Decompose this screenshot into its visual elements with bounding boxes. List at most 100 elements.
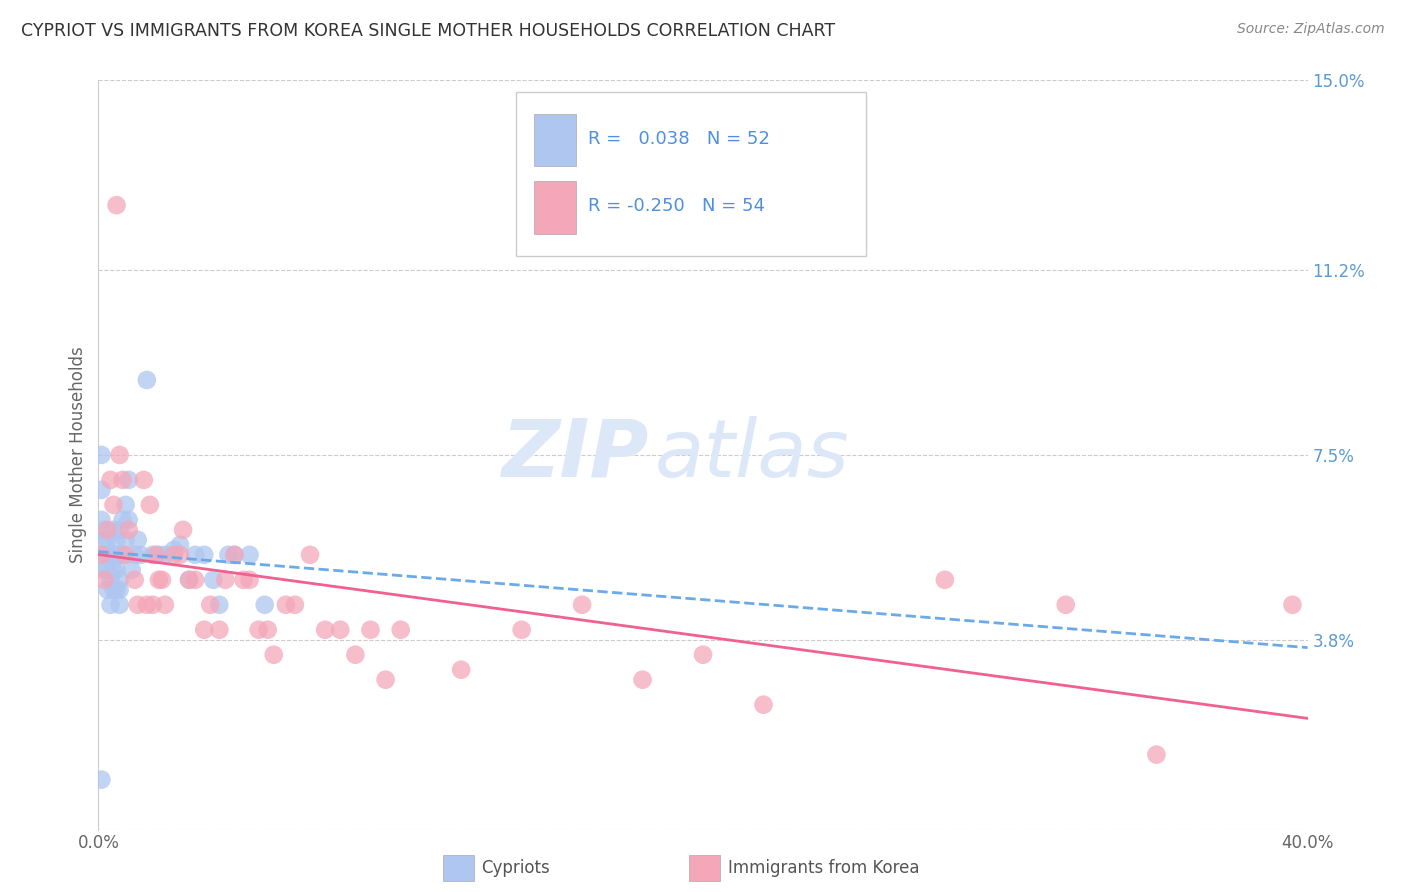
Point bbox=[96, 523, 118, 537]
Point bbox=[193, 548, 215, 562]
Point bbox=[263, 648, 285, 662]
Point bbox=[163, 542, 186, 557]
Point bbox=[108, 548, 131, 562]
Point bbox=[103, 498, 125, 512]
Point bbox=[329, 623, 352, 637]
Point bbox=[96, 563, 118, 577]
Point bbox=[100, 598, 122, 612]
Point bbox=[93, 563, 115, 577]
Y-axis label: Single Mother Households: Single Mother Households bbox=[69, 347, 87, 563]
Text: CYPRIOT VS IMMIGRANTS FROM KOREA SINGLE MOTHER HOUSEHOLDS CORRELATION CHART: CYPRIOT VS IMMIGRANTS FROM KOREA SINGLE … bbox=[21, 22, 835, 40]
Point bbox=[108, 448, 131, 462]
Point bbox=[224, 548, 246, 562]
Point bbox=[118, 473, 141, 487]
Point bbox=[135, 373, 157, 387]
Point bbox=[114, 533, 136, 547]
Point bbox=[193, 623, 215, 637]
Point bbox=[214, 573, 236, 587]
Point bbox=[184, 548, 207, 562]
Text: R = -0.250   N = 54: R = -0.250 N = 54 bbox=[588, 197, 765, 215]
Point bbox=[90, 548, 112, 562]
Point bbox=[93, 533, 115, 547]
Point bbox=[129, 548, 152, 562]
FancyBboxPatch shape bbox=[534, 181, 576, 234]
Point bbox=[179, 573, 201, 587]
Point bbox=[1144, 747, 1167, 762]
Point bbox=[299, 548, 322, 562]
Point bbox=[96, 548, 118, 562]
Point bbox=[1054, 598, 1077, 612]
Text: Immigrants from Korea: Immigrants from Korea bbox=[728, 859, 920, 877]
Point bbox=[217, 548, 239, 562]
Point bbox=[90, 483, 112, 497]
Point bbox=[90, 448, 112, 462]
Point bbox=[108, 598, 131, 612]
Point bbox=[108, 582, 131, 597]
Point bbox=[934, 573, 956, 587]
Point bbox=[274, 598, 297, 612]
Point bbox=[135, 598, 157, 612]
Point bbox=[142, 548, 165, 562]
Point bbox=[93, 523, 115, 537]
Point bbox=[105, 533, 128, 547]
Point bbox=[100, 548, 122, 562]
Text: ZIP: ZIP bbox=[501, 416, 648, 494]
Point bbox=[153, 548, 176, 562]
Point bbox=[510, 623, 533, 637]
Point bbox=[93, 573, 115, 587]
Point bbox=[121, 563, 143, 577]
Point bbox=[108, 573, 131, 587]
Point bbox=[105, 563, 128, 577]
Point bbox=[103, 563, 125, 577]
Point bbox=[124, 548, 146, 562]
Point bbox=[90, 772, 112, 787]
Point bbox=[239, 548, 262, 562]
Point bbox=[184, 573, 207, 587]
Point bbox=[172, 523, 194, 537]
Point bbox=[118, 523, 141, 537]
Point bbox=[96, 533, 118, 547]
Point bbox=[114, 498, 136, 512]
Point bbox=[108, 523, 131, 537]
FancyBboxPatch shape bbox=[516, 92, 866, 256]
Text: Cypriots: Cypriots bbox=[481, 859, 550, 877]
Point bbox=[100, 573, 122, 587]
Point bbox=[93, 548, 115, 562]
Text: Source: ZipAtlas.com: Source: ZipAtlas.com bbox=[1237, 22, 1385, 37]
Point bbox=[344, 648, 367, 662]
Point bbox=[169, 548, 191, 562]
FancyBboxPatch shape bbox=[534, 114, 576, 167]
Point bbox=[208, 598, 231, 612]
Point bbox=[153, 598, 176, 612]
Point bbox=[239, 573, 262, 587]
Point bbox=[224, 548, 246, 562]
Point bbox=[389, 623, 412, 637]
Point bbox=[232, 573, 254, 587]
Point bbox=[145, 548, 167, 562]
Point bbox=[253, 598, 276, 612]
Point bbox=[247, 623, 270, 637]
Point bbox=[374, 673, 396, 687]
Point bbox=[450, 663, 472, 677]
Point bbox=[284, 598, 307, 612]
Point bbox=[127, 533, 149, 547]
Point bbox=[124, 573, 146, 587]
Point bbox=[314, 623, 336, 637]
Point bbox=[256, 623, 278, 637]
Point bbox=[200, 598, 222, 612]
Point bbox=[163, 548, 186, 562]
Point bbox=[105, 582, 128, 597]
Point bbox=[96, 582, 118, 597]
Point bbox=[631, 673, 654, 687]
Point bbox=[105, 198, 128, 212]
Point bbox=[1281, 598, 1303, 612]
Point bbox=[118, 513, 141, 527]
Text: R =   0.038   N = 52: R = 0.038 N = 52 bbox=[588, 129, 770, 148]
Point bbox=[692, 648, 714, 662]
Point bbox=[111, 513, 134, 527]
Point bbox=[148, 548, 170, 562]
Point bbox=[111, 473, 134, 487]
Point bbox=[148, 573, 170, 587]
Point bbox=[150, 573, 173, 587]
Point bbox=[360, 623, 382, 637]
